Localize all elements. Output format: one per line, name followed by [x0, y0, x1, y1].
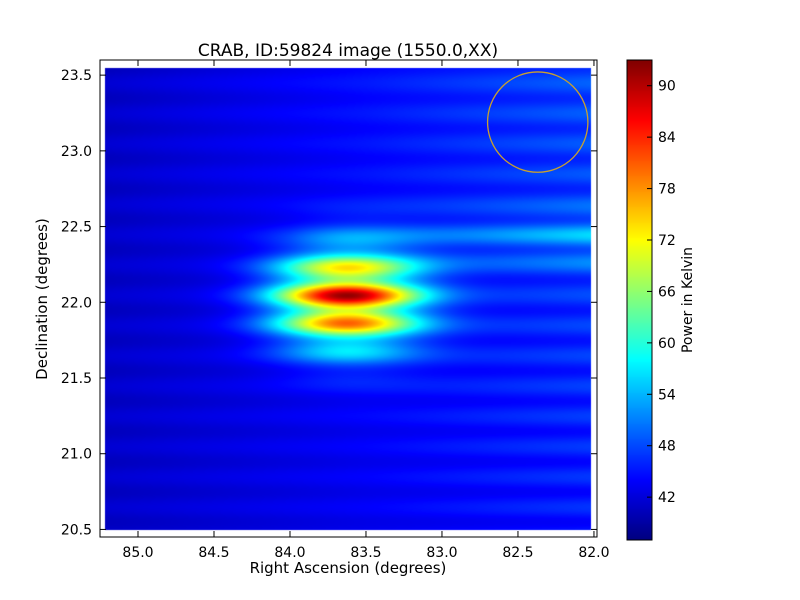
x-tick-label: 83.0	[426, 545, 457, 561]
colorbar-tick-label: 48	[658, 439, 676, 455]
colorbar: 42 48 54 60 66 72 78 84 90 Power in Kelvin	[626, 59, 696, 541]
y-axis-ticks: 20.5 21.0 21.5 22.0 22.5 23.0 23.5	[61, 68, 597, 538]
heatmap-image	[100, 60, 597, 537]
colorbar-tick-label: 42	[658, 490, 676, 506]
colorbar-gradient	[627, 60, 652, 540]
y-tick-label: 22.0	[61, 295, 92, 311]
colorbar-ticks: 42 48 54 60 66 72 78 84 90	[647, 79, 676, 506]
colorbar-tick-label: 60	[658, 336, 676, 352]
colorbar-tick-label: 84	[658, 130, 676, 146]
x-tick-label: 83.5	[350, 545, 381, 561]
y-tick-label: 21.0	[61, 447, 92, 463]
colorbar-tick-label: 90	[658, 79, 676, 95]
colorbar-tick-label: 72	[658, 233, 676, 249]
plot-frame	[99, 59, 598, 538]
x-tick-label: 84.0	[274, 545, 305, 561]
x-tick-label: 85.0	[122, 545, 153, 561]
colorbar-label: Power in Kelvin	[680, 247, 696, 353]
x-tick-label: 82.0	[578, 545, 609, 561]
y-axis-label: Declination (degrees)	[33, 218, 51, 380]
colorbar-frame	[626, 59, 653, 541]
chart-title: CRAB, ID:59824 image (1550.0,XX)	[198, 41, 498, 61]
x-axis-ticks: 85.0 84.5 84.0 83.5 83.0 82.5 82.0	[122, 60, 610, 561]
colorbar-tick-label: 78	[658, 182, 676, 198]
plot-area: 85.0 84.5 84.0 83.5 83.0 82.5 82.0 20.5 21.0 21.…	[61, 59, 610, 561]
y-tick-label: 23.5	[61, 68, 92, 84]
y-tick-label: 22.5	[61, 220, 92, 236]
x-axis-label: Right Ascension (degrees)	[250, 559, 447, 577]
y-tick-label: 21.5	[61, 371, 92, 387]
colorbar-tick-label: 54	[658, 387, 676, 403]
y-tick-label: 23.0	[61, 144, 92, 160]
beam-circle-marker	[486, 71, 589, 173]
x-tick-label: 82.5	[502, 545, 533, 561]
x-tick-label: 84.5	[198, 545, 229, 561]
y-tick-label: 20.5	[61, 522, 92, 538]
colorbar-tick-label: 66	[658, 284, 676, 300]
